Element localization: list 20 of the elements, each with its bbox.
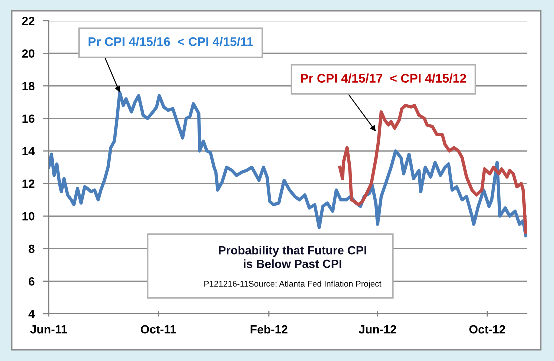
annotation: Pr CPI 4/15/17 < CPI 4/15/12 (301, 74, 466, 84)
x-tick-label: Jun-11 (30, 326, 68, 334)
y-tick-label: 12 (22, 180, 35, 188)
y-tick-label: 14 (22, 147, 36, 156)
y-tick-label: 16 (22, 114, 35, 124)
x-tick-label: Oct-12 (470, 325, 506, 334)
line-series (338, 104, 527, 234)
x-tick-label: Feb-12 (250, 325, 288, 334)
y-tick-label: 8 (28, 244, 35, 254)
annotation: P121216-11Source: Atlanta Fed Inflation Project (204, 280, 382, 289)
y-tick-label: 20 (22, 50, 35, 58)
x-tick-label: Oct-11 (141, 325, 176, 334)
y-tick-label: 22 (22, 17, 35, 26)
y-tick-label: 18 (22, 82, 35, 91)
text: Probability that Future CPI is Below Past CPI (219, 246, 366, 268)
y-tick-label: 6 (28, 277, 35, 286)
y-tick-label: 10 (22, 212, 35, 221)
y-tick-label: 4 (28, 310, 36, 318)
x-tick-label: Jun-12 (359, 325, 396, 334)
annotation: Pr CPI 4/15/16 < CPI 4/15/11 (88, 37, 254, 46)
